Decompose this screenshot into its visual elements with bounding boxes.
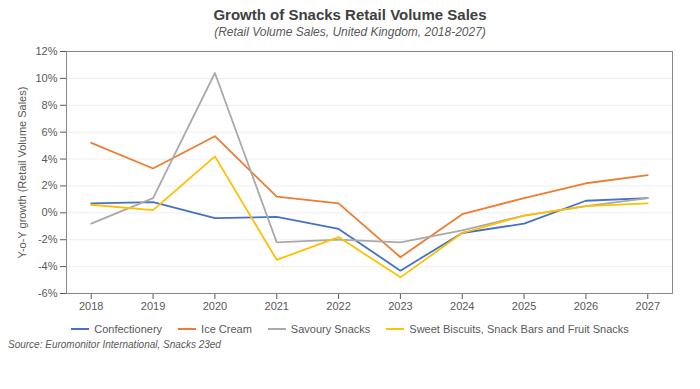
svg-text:0%: 0% <box>42 206 58 218</box>
svg-text:2019: 2019 <box>141 300 165 312</box>
svg-text:12%: 12% <box>35 45 57 57</box>
html-text:Confectionery: Confectionery <box>94 323 163 335</box>
html-text:Ice Cream: Ice Cream <box>201 323 252 335</box>
svg-text:2%: 2% <box>42 179 58 191</box>
svg-text:2023: 2023 <box>388 300 412 312</box>
svg-text:2020: 2020 <box>203 300 227 312</box>
svg-text:4%: 4% <box>42 153 58 165</box>
html-text:Source: Euromonitor Internatio: Source: Euromonitor International, Snack… <box>8 339 221 350</box>
svg-text:2024: 2024 <box>450 300 474 312</box>
svg-text:2026: 2026 <box>574 300 598 312</box>
svg-text:2027: 2027 <box>636 300 660 312</box>
html-text:(Retail Volume Sales, United K: (Retail Volume Sales, United Kingdom, 20… <box>214 25 486 39</box>
html-text:Savoury Snacks: Savoury Snacks <box>290 323 371 335</box>
svg-text:2021: 2021 <box>265 300 289 312</box>
svg-text:2022: 2022 <box>326 300 350 312</box>
svg-text:6%: 6% <box>42 126 58 138</box>
svg-text:-6%: -6% <box>38 287 58 299</box>
svg-text:2025: 2025 <box>512 300 536 312</box>
svg-text:2018: 2018 <box>79 300 103 312</box>
svg-text:8%: 8% <box>42 99 58 111</box>
svg-text:10%: 10% <box>35 72 57 84</box>
svg-text:-4%: -4% <box>38 260 58 272</box>
svg-text:Y-o-Y growth (Retail Volume Sa: Y-o-Y growth (Retail Volume Sales) <box>16 87 28 259</box>
html-text:Growth of Snacks Retail Volume: Growth of Snacks Retail Volume Sales <box>213 6 487 23</box>
svg-text:-2%: -2% <box>38 233 58 245</box>
html-text:Sweet Biscuits, Snack Bars and: Sweet Biscuits, Snack Bars and Fruit Sna… <box>409 323 629 335</box>
